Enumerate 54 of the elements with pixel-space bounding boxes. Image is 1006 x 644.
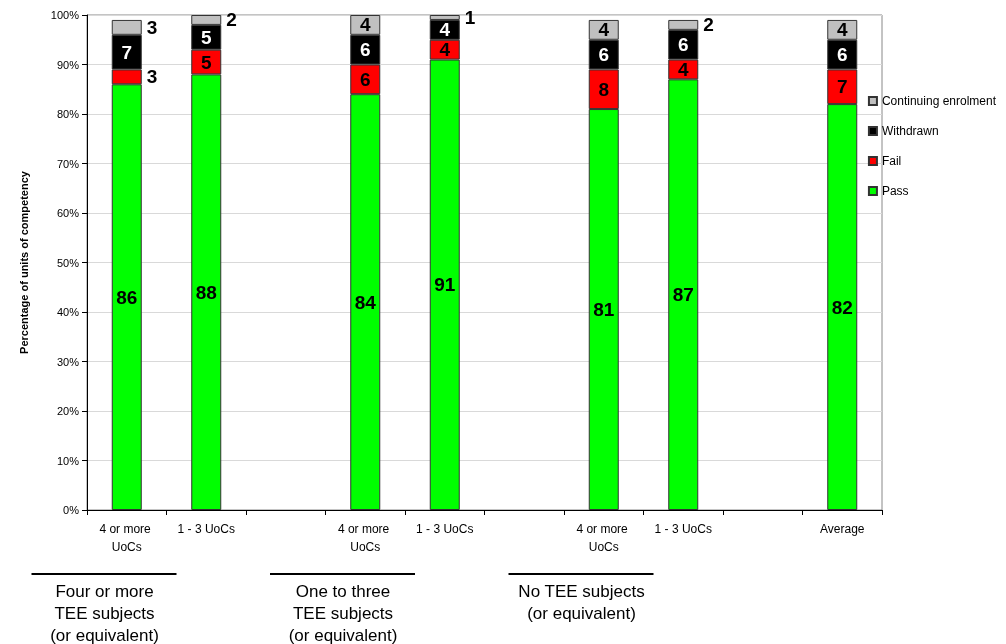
y-tick-label: 50% (56, 256, 80, 269)
data-label: 4 (836, 19, 848, 41)
data-label: 3 (146, 16, 158, 38)
x-tick-label: 4 or more UoCs (576, 522, 632, 554)
y-tick-label: 70% (56, 157, 80, 170)
y-tick-label: 100% (50, 9, 80, 21)
data-label: 3 (146, 66, 158, 88)
y-tick-label: 20% (56, 405, 80, 417)
data-label: 2 (226, 9, 237, 31)
data-label: 6 (836, 44, 848, 66)
data-label: 4 (439, 19, 451, 41)
data-label: 1 (464, 6, 476, 28)
data-label: 82 (831, 296, 853, 318)
x-tick-label: 4 or more UoCs (337, 522, 393, 554)
x-tick-label: 4 or more UoCs (99, 522, 155, 554)
y-tick-label: 80% (56, 108, 80, 120)
x-tick-label: 1 - 3 UoCs (416, 522, 474, 536)
data-label: 87 (672, 284, 694, 306)
data-label: 6 (359, 68, 371, 90)
data-label: 8 (598, 78, 610, 100)
y-tick-label: 30% (56, 355, 80, 368)
legend-label: Pass (881, 184, 909, 198)
legend-label: Withdrawn (881, 124, 939, 138)
x-tick-label: 1 - 3 UoCs (654, 522, 712, 536)
data-label: 4 (598, 19, 610, 41)
x-tick-label: 1 - 3 UoCs (177, 522, 235, 536)
data-label: 2 (703, 14, 714, 36)
data-label: 88 (195, 281, 217, 303)
x-tick-label: Average (820, 522, 865, 536)
y-tick-label: 0% (63, 504, 80, 516)
y-tick-label: 10% (56, 454, 80, 467)
data-label: 7 (121, 41, 133, 63)
text: Four or more TEE subjects (or equivalent) (50, 581, 159, 644)
data-label: 6 (677, 34, 689, 56)
data-label: 4 (359, 14, 371, 36)
data-label: 4 (439, 39, 451, 61)
y-tick-label: 60% (56, 207, 80, 219)
text: No TEE subjects (or equivalent) (518, 581, 645, 623)
legend-label: Fail (881, 154, 902, 168)
data-label: 86 (116, 286, 138, 308)
data-label: 6 (598, 44, 610, 66)
data-label: 7 (836, 76, 848, 98)
y-axis-title: Percentage of units of competency (17, 170, 30, 354)
data-label: 6 (359, 39, 371, 61)
y-tick-label: 90% (56, 58, 80, 71)
data-label: 91 (434, 274, 456, 296)
data-label: 5 (200, 51, 212, 73)
data-label: 5 (200, 26, 212, 48)
y-tick-label: 40% (56, 306, 80, 318)
data-label: 81 (593, 299, 615, 321)
legend-label: Continuing enrolment (881, 94, 997, 108)
text: One to three TEE subjects (or equivalent) (288, 581, 398, 644)
data-label: 84 (354, 291, 377, 313)
data-label: 4 (677, 58, 689, 80)
